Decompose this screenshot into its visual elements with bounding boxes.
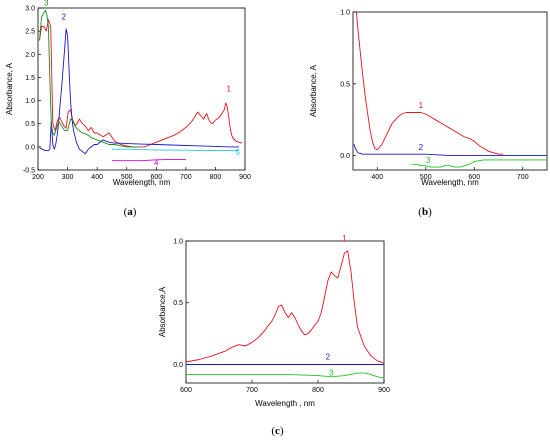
series-line-3 xyxy=(39,9,139,148)
y-tick-label: 0.5 xyxy=(25,121,35,128)
x-tick-label: 600 xyxy=(150,174,162,181)
series-line-3 xyxy=(186,372,384,379)
series-label-3: 3 xyxy=(329,369,334,378)
x-tick-label: 700 xyxy=(517,174,529,181)
series-line-3 xyxy=(411,159,547,168)
plot-frame xyxy=(185,240,385,384)
panel-caption-c: (c) xyxy=(271,425,284,437)
series-label-3: 3 xyxy=(44,0,49,8)
series-line-5 xyxy=(111,148,240,152)
series-line-4 xyxy=(111,158,186,162)
y-tick-label: -0.5 xyxy=(23,168,35,175)
series-label-1: 1 xyxy=(419,101,424,110)
y-tick-label: 2.5 xyxy=(25,29,35,36)
panel-caption-b: (b) xyxy=(418,206,432,218)
y-tick-label: 1.0 xyxy=(25,98,35,105)
panel-caption-a-letter: a xyxy=(127,206,133,218)
series-group xyxy=(353,12,547,168)
series-label-5: 5 xyxy=(235,148,240,157)
series-line-2 xyxy=(353,143,547,157)
x-tick-label: 400 xyxy=(371,174,383,181)
series-label-2: 2 xyxy=(326,353,331,362)
x-axis-label: Wavelength, nm xyxy=(113,178,171,187)
y-tick-label: 0.0 xyxy=(340,153,350,160)
y-tick-label: 0.0 xyxy=(173,362,183,369)
x-tick-label: 600 xyxy=(180,387,192,394)
y-axis-label: Absorbance, A xyxy=(309,64,318,117)
panel-caption-a: (a) xyxy=(123,206,137,218)
series-group xyxy=(39,9,243,162)
series-group xyxy=(186,250,384,379)
plot-frame xyxy=(352,11,548,171)
y-tick-label: 1.0 xyxy=(340,10,350,17)
plot-frame xyxy=(37,7,246,171)
series-label-2: 2 xyxy=(419,143,424,152)
series-label-3: 3 xyxy=(426,156,431,165)
series-label-1: 1 xyxy=(227,84,232,93)
x-tick-label: 500 xyxy=(420,174,432,181)
x-tick-label: 300 xyxy=(62,174,74,181)
x-tick-label: 900 xyxy=(239,174,251,181)
y-tick-label: 0.0 xyxy=(25,144,35,151)
y-tick-label: 2.0 xyxy=(25,52,35,59)
x-tick-label: 800 xyxy=(210,174,222,181)
series-label-4: 4 xyxy=(154,158,159,167)
x-tick-label: 200 xyxy=(32,174,44,181)
series-label-2: 2 xyxy=(62,13,67,22)
y-tick-label: 3.0 xyxy=(25,6,35,13)
y-tick-label: 0.5 xyxy=(173,300,183,307)
x-axis-label: Wavelength, nm xyxy=(421,178,479,187)
series-line-2 xyxy=(39,28,240,155)
x-tick-label: 900 xyxy=(378,387,390,394)
panel-caption-c-letter: c xyxy=(275,425,280,437)
x-axis-label: Wavelength , nm xyxy=(255,399,315,408)
y-axis-label: Absorbance, A xyxy=(5,62,14,115)
series-label-1: 1 xyxy=(342,234,347,243)
series-line-1 xyxy=(355,12,504,155)
chart-c: 600 700 800 900 0.0 0.5 1.0 Wavelength , nm Abso… xyxy=(158,234,390,408)
x-tick-label: 700 xyxy=(180,174,192,181)
chart-a: 200 300 400 500 600 700 800 900 -0.5 0.0 0.5 1.0 1.5… xyxy=(5,0,251,187)
series-line-1 xyxy=(39,19,243,148)
y-tick-label: 1.5 xyxy=(25,75,35,82)
x-tick-label: 400 xyxy=(91,174,103,181)
chart-b: 400 500 600 700 0.0 0.5 1.0 Wavelength, nm Absor… xyxy=(309,10,548,187)
y-axis-label: Absorbance,A xyxy=(158,286,167,337)
x-tick-label: 500 xyxy=(121,174,133,181)
x-tick-label: 600 xyxy=(468,174,480,181)
x-tick-label: 700 xyxy=(246,387,258,394)
series-line-1 xyxy=(186,250,384,364)
x-tick-label: 800 xyxy=(312,387,324,394)
panel-caption-b-letter: b xyxy=(421,206,429,218)
y-tick-label: 1.0 xyxy=(173,239,183,246)
y-tick-label: 0.5 xyxy=(340,81,350,88)
